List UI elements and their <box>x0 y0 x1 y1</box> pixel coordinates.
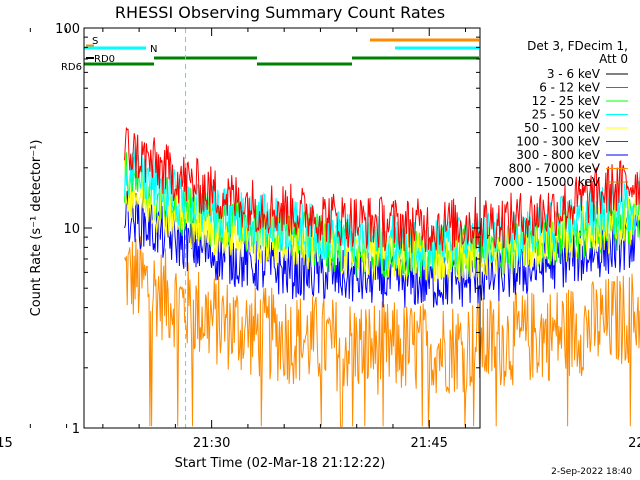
x-tick-label-2: 21:45 <box>410 436 447 451</box>
footer-timestamp: 2-Sep-2022 18:40 <box>551 467 632 477</box>
legend-label-5: 100 - 300 keV <box>516 135 600 149</box>
x-tick-label-1: 21:30 <box>193 436 230 451</box>
legend-label-0: 3 - 6 keV <box>547 67 601 81</box>
x-tick-label-3: 22:00 <box>628 436 640 451</box>
legend-label-3: 25 - 50 keV <box>532 108 601 122</box>
chart-title: RHESSI Observing Summary Count Rates <box>115 3 445 22</box>
rd6-flag-label: RD6 <box>61 62 82 73</box>
series-line-800-7000kev <box>124 236 640 427</box>
y-axis-label: Count Rate (s⁻¹ detector⁻¹) <box>29 140 44 317</box>
series-line-100-300kev <box>124 127 640 253</box>
y-axis: 1 10 100 <box>55 22 480 437</box>
legend-label-4: 50 - 100 keV <box>524 121 601 135</box>
y-tick-label-2: 100 <box>55 22 80 37</box>
s-flag-label: S <box>92 36 98 47</box>
legend-label-6: 300 - 800 keV <box>516 148 600 162</box>
legend-label-7: 800 - 7000 keV <box>509 162 601 176</box>
legend-label-8: 7000 - 15000 keV <box>493 175 600 189</box>
legend-label-1: 6 - 12 keV <box>539 81 601 95</box>
legend-header-line2: Att 0 <box>599 52 628 66</box>
y-tick-label-1: 10 <box>63 222 80 237</box>
flag-bars: S N RD0 RD6 <box>61 36 479 73</box>
rd0-flag-label: RD0 <box>94 54 115 65</box>
n-flag-label: N <box>150 44 157 55</box>
x-axis-label: Start Time (02-Mar-18 21:12:22) <box>175 456 386 471</box>
x-tick-label-0: 21:15 <box>0 436 13 451</box>
legend-header-line1: Det 3, FDecim 1, <box>527 39 628 53</box>
legend-label-2: 12 - 25 keV <box>532 94 601 108</box>
series-group <box>124 127 640 427</box>
y-tick-label-0: 1 <box>72 422 80 437</box>
series-line-300-800kev <box>124 190 640 308</box>
